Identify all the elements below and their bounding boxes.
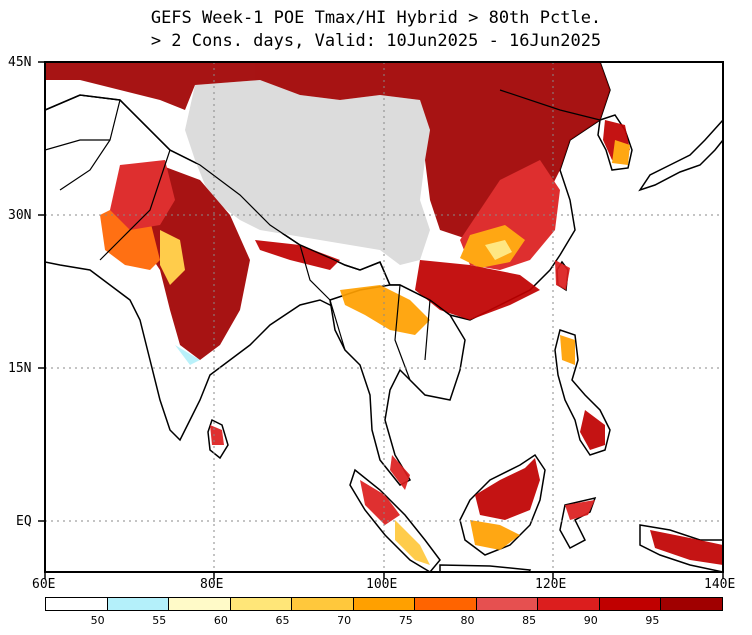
color-legend-swatch (415, 598, 477, 610)
color-legend-bar (45, 597, 723, 611)
probability-shading (45, 62, 723, 565)
color-legend-label: 80 (460, 614, 475, 627)
color-legend-label: 95 (645, 614, 660, 627)
color-legend-label: 85 (522, 614, 537, 627)
color-legend-swatch (292, 598, 354, 610)
lon-label-120e: 120E (535, 577, 567, 592)
lon-label-60e: 60E (32, 577, 56, 592)
color-legend-swatch (107, 598, 170, 610)
color-legend-label: 55 (152, 614, 167, 627)
color-legend-swatch (230, 598, 293, 610)
color-legend-label: 65 (275, 614, 290, 627)
color-legend-label: 60 (213, 614, 228, 627)
color-legend-label: 90 (583, 614, 598, 627)
color-legend-swatch (661, 598, 723, 610)
land-japan (638, 118, 723, 192)
lon-label-80e: 80E (200, 577, 224, 592)
color-legend-swatch (46, 598, 108, 610)
map-title-line-2: > 2 Cons. days, Valid: 10Jun2025 - 16Jun… (150, 31, 602, 51)
color-legend-swatch (538, 598, 600, 610)
lat-label-15n: 15N (8, 361, 32, 376)
lon-label-140e: 140E (704, 577, 736, 592)
country-borders (45, 89, 601, 381)
color-legend-label: 50 (90, 614, 105, 627)
land-java (439, 564, 532, 572)
color-legend-swatch (169, 598, 231, 610)
color-legend-label: 75 (398, 614, 413, 627)
lat-label-45n: 45N (8, 55, 32, 70)
color-legend-swatch (599, 598, 662, 610)
color-legend-swatch (476, 598, 539, 610)
graticule (45, 62, 723, 572)
color-legend-label: 70 (337, 614, 352, 627)
map-title-line-1: GEFS Week-1 POE Tmax/HI Hybrid > 80th Pc… (150, 8, 602, 28)
axis-ticks (38, 61, 724, 579)
lat-label-30n: 30N (8, 208, 32, 223)
lat-label-eq: EQ (16, 514, 32, 529)
lon-label-100e: 100E (366, 577, 398, 592)
color-legend-swatch (353, 598, 416, 610)
